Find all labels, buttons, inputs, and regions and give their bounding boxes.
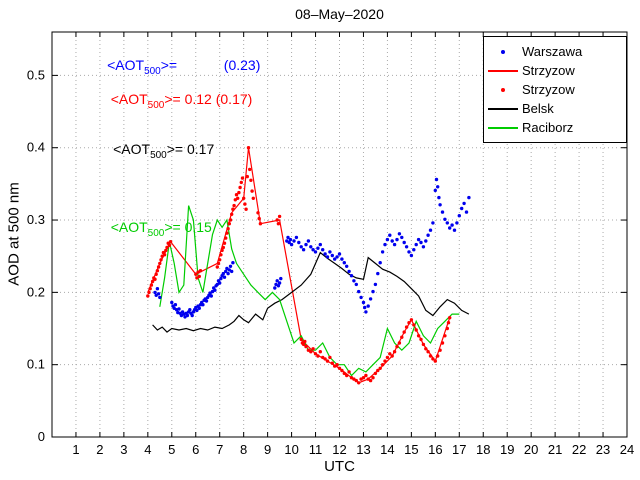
legend-item-warszawa: Warszawa: [484, 42, 626, 61]
annotation-text: <AOT: [107, 56, 145, 73]
x-tick-label: 23: [596, 442, 610, 457]
legend-label: Warszawa: [522, 44, 583, 59]
legend-label: Strzyzow: [522, 82, 575, 97]
y-tick-label: 0.1: [27, 357, 45, 372]
annotation-text: <AOT: [113, 140, 151, 157]
y-tick-label: 0.5: [27, 67, 45, 82]
annotation-strzyzow-mean: <AOT500>= 0.12 (0.17): [110, 90, 253, 111]
x-tick-label: 15: [404, 442, 418, 457]
legend-marker-dot-icon: [484, 87, 522, 92]
x-tick-label: 2: [96, 442, 103, 457]
y-tick-label: 0.2: [27, 284, 45, 299]
legend-marker-line-icon: [484, 69, 522, 72]
annotation-text: <AOT: [110, 90, 148, 107]
x-tick-label: 19: [500, 442, 514, 457]
series-line-belsk: [152, 251, 470, 333]
legend-label: Belsk: [522, 101, 554, 116]
annotation-raciborz-mean: <AOT500>= 0.15: [110, 218, 212, 239]
legend: Warszawa Strzyzow Strzyzow Belsk Racibor…: [483, 36, 627, 143]
x-tick-label: 20: [524, 442, 538, 457]
x-tick-label: 1: [72, 442, 79, 457]
series-scatter-strzyzow: [146, 146, 452, 385]
annotation-text: <AOT: [110, 218, 148, 235]
x-tick-label: 4: [144, 442, 151, 457]
x-axis-label: UTC: [324, 458, 355, 475]
y-axis-label: AOD at 500 nm: [5, 182, 23, 286]
x-tick-label: 10: [284, 442, 298, 457]
x-tick-label: 8: [240, 442, 247, 457]
x-tick-label: 14: [380, 442, 394, 457]
x-tick-label: 16: [428, 442, 442, 457]
x-tick-label: 9: [264, 442, 271, 457]
series-scatter-warszawa: [153, 177, 471, 319]
legend-item-raciborz: Raciborz: [484, 118, 626, 137]
legend-item-belsk: Belsk: [484, 99, 626, 118]
axis-layer: 1 2 3 4 5 6 7 8 9 10 11 12 13 14 15 16 17 18 19 20 21 22 23 240…: [27, 31, 634, 457]
y-tick-label: 0.3: [27, 212, 45, 227]
x-tick-label: 11: [309, 442, 323, 457]
annotation-warszawa-mean: <AOT500>= (0.23): [107, 56, 261, 77]
legend-label: Raciborz: [522, 120, 574, 135]
series-layer: [146, 146, 471, 385]
legend-label: Strzyzow: [522, 63, 575, 78]
y-tick-label: 0: [38, 429, 45, 444]
x-tick-label: 6: [192, 442, 199, 457]
legend-marker-dot-icon: [484, 49, 522, 54]
legend-marker-line-icon: [484, 107, 522, 110]
annotation-belsk-mean: <AOT500>= 0.17: [113, 140, 215, 161]
x-tick-label: 17: [452, 442, 466, 457]
y-tick-label: 0.4: [27, 140, 45, 155]
chart-title: 08–May–2020: [295, 6, 384, 22]
x-tick-label: 18: [476, 442, 490, 457]
legend-item-strzyzow-dots: Strzyzow: [484, 80, 626, 99]
x-tick-label: 5: [168, 442, 175, 457]
x-tick-label: 21: [548, 442, 562, 457]
x-tick-label: 24: [620, 442, 634, 457]
x-tick-label: 7: [216, 442, 223, 457]
x-tick-label: 12: [332, 442, 346, 457]
x-tick-label: 3: [120, 442, 127, 457]
x-tick-label: 22: [572, 442, 586, 457]
x-tick-label: 13: [356, 442, 370, 457]
legend-marker-line-icon: [484, 126, 522, 129]
legend-item-strzyzow-line: Strzyzow: [484, 61, 626, 80]
